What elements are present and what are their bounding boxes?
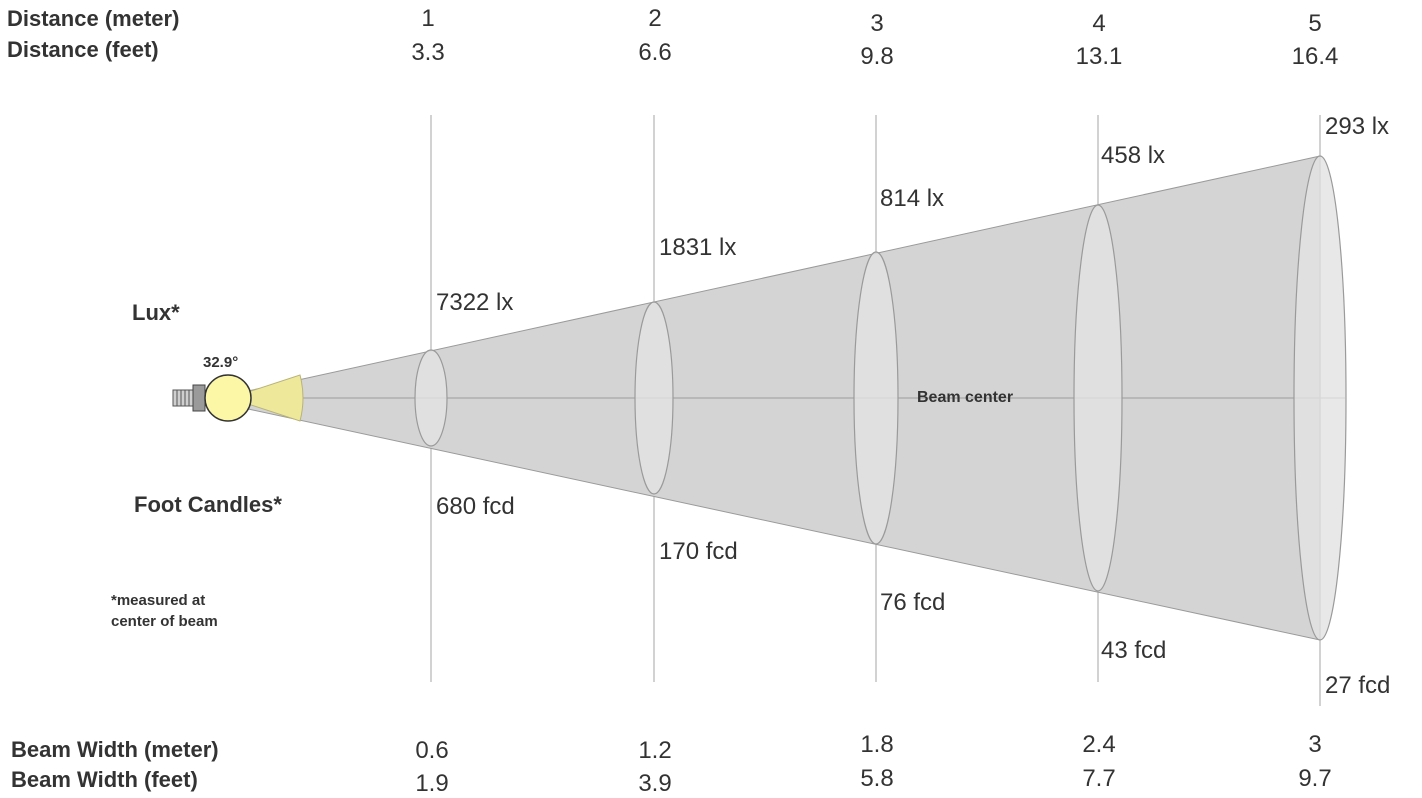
beam-section-3 bbox=[853, 251, 899, 545]
distance-meter-value: 4 bbox=[1092, 10, 1106, 37]
beam-section-2 bbox=[634, 301, 674, 495]
measurement-note-line-2: center of beam bbox=[111, 613, 218, 630]
lux-legend-label: Lux* bbox=[132, 300, 180, 325]
distance-meter-label: Distance (meter) bbox=[7, 6, 180, 31]
beam-angle-wedge bbox=[228, 374, 304, 422]
beam-width-meter-value: 1.2 bbox=[638, 737, 672, 764]
beam-section-1 bbox=[414, 349, 448, 447]
beam-width-meter-value: 2.4 bbox=[1082, 731, 1116, 758]
beam-width-feet-label: Beam Width (feet) bbox=[11, 767, 198, 792]
distance-feet-value: 16.4 bbox=[1291, 43, 1339, 70]
beam-width-meter-label: Beam Width (meter) bbox=[11, 737, 219, 762]
fcd-value: 43 fcd bbox=[1101, 637, 1167, 664]
lux-value: 7322 lx bbox=[436, 289, 514, 316]
beam-width-feet-value: 3.9 bbox=[638, 770, 672, 797]
lux-value: 293 lx bbox=[1325, 113, 1390, 140]
distance-meter-value: 2 bbox=[648, 5, 662, 32]
lux-value: 1831 lx bbox=[659, 234, 737, 261]
lux-value: 814 lx bbox=[880, 185, 945, 212]
fcd-value: 27 fcd bbox=[1325, 672, 1391, 699]
distance-meter-value: 1 bbox=[421, 5, 435, 32]
beam-width-meter-value: 1.8 bbox=[860, 731, 894, 758]
distance-feet-value: 6.6 bbox=[638, 39, 672, 66]
distance-meter-value: 5 bbox=[1308, 10, 1322, 37]
beam-width-feet-value: 7.7 bbox=[1082, 765, 1116, 792]
beam-angle-label: 32.9° bbox=[203, 354, 239, 371]
distance-feet-value: 9.8 bbox=[860, 43, 894, 70]
beam-center-label: Beam center bbox=[917, 389, 1014, 406]
distance-feet-value: 3.3 bbox=[411, 39, 445, 66]
beam-width-meter-value: 0.6 bbox=[415, 737, 449, 764]
beam-width-feet-value: 1.9 bbox=[415, 770, 449, 797]
lamp-socket bbox=[172, 384, 206, 412]
lux-value: 458 lx bbox=[1101, 142, 1166, 169]
distance-feet-value: 13.1 bbox=[1075, 43, 1123, 70]
distance-feet-label: Distance (feet) bbox=[7, 37, 159, 62]
beam-width-meter-value: 3 bbox=[1308, 731, 1322, 758]
beam-section-4 bbox=[1073, 204, 1123, 592]
distance-meter-value: 3 bbox=[870, 10, 884, 37]
beam-width-feet-value: 9.7 bbox=[1298, 765, 1332, 792]
fcd-value: 76 fcd bbox=[880, 589, 946, 616]
measurement-note-line-1: *measured at bbox=[111, 592, 206, 609]
foot-candles-legend-label: Foot Candles* bbox=[134, 492, 282, 517]
beam-width-feet-value: 5.8 bbox=[860, 765, 894, 792]
beam-section-5 bbox=[1293, 155, 1347, 641]
fcd-value: 170 fcd bbox=[659, 538, 738, 565]
lamp-bulb bbox=[204, 374, 252, 422]
fcd-value: 680 fcd bbox=[436, 493, 515, 520]
